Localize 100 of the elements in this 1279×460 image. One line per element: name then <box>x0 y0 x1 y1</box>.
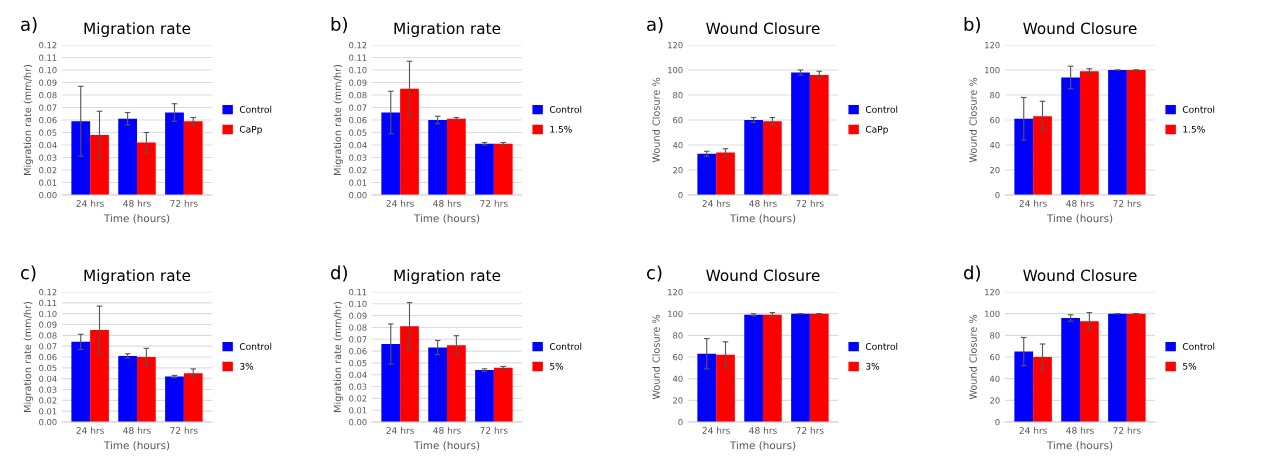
bar <box>183 373 203 422</box>
bar <box>716 354 735 422</box>
y-tick-label: 0.01 <box>39 408 57 415</box>
y-tick-label: 120 <box>985 288 1000 296</box>
legend-label: Control <box>549 342 582 350</box>
y-tick-label: 0.09 <box>349 79 367 86</box>
x-tick-label: 48 hrs <box>1066 426 1094 434</box>
text: d) <box>331 265 347 282</box>
bar <box>791 72 810 195</box>
legend-label: Control <box>549 105 582 113</box>
y-tick-label: 0.09 <box>349 312 367 319</box>
legend-label: Control <box>239 342 272 350</box>
y-tick-label: 0.08 <box>349 324 367 331</box>
x-tick-label: 48 hrs <box>123 426 151 434</box>
bar <box>137 357 156 422</box>
y-tick-label: 0.07 <box>349 104 367 111</box>
chart-title: Migration rate <box>84 22 191 38</box>
x-tick-label: 48 hrs <box>749 199 777 207</box>
legend-label: CaPp <box>865 125 888 135</box>
y-tick-label: 0.10 <box>39 310 57 317</box>
y-tick-label: 0.03 <box>349 154 367 161</box>
x-tick-label: 72 hrs <box>1113 199 1141 207</box>
bar <box>118 118 137 195</box>
y-tick-label: 0 <box>995 191 1000 199</box>
bar <box>90 329 109 422</box>
x-axis-title: Time (hours) <box>413 214 480 224</box>
y-tick-label: 0.07 <box>39 343 57 350</box>
y-tick-label: 0.00 <box>349 191 367 199</box>
y-axis-title: Wound Closure % <box>969 77 977 163</box>
x-tick-label: 24 hrs <box>702 199 730 207</box>
y-tick-label: 0.10 <box>349 300 367 308</box>
y-axis-title: Migration rate (mm/hr) <box>23 301 34 412</box>
bar <box>400 326 419 422</box>
y-tick-label: 0.11 <box>39 54 57 61</box>
legend-label: CaPp <box>239 125 262 135</box>
y-tick-label: 40 <box>989 141 1000 149</box>
y-tick-label: 0.02 <box>39 397 57 404</box>
x-tick-label: 24 hrs <box>1019 426 1047 434</box>
bar <box>1061 77 1080 195</box>
y-tick-label: 0.09 <box>39 79 57 86</box>
bar <box>493 367 513 422</box>
chart-title: Migration rate <box>394 22 501 38</box>
bar <box>381 112 401 195</box>
x-tick-label: 24 hrs <box>386 426 414 434</box>
bar <box>1080 321 1099 422</box>
x-tick-label: 48 hrs <box>433 199 461 207</box>
text: a) <box>647 17 663 34</box>
y-axis-title: Migration rate (mm/hr) <box>333 64 344 175</box>
x-axis-title: Time (hours) <box>413 441 480 451</box>
y-tick-label: 0.03 <box>349 383 367 390</box>
chart-title: Wound Closure <box>1023 269 1137 282</box>
y-tick-label: 100 <box>985 66 1000 74</box>
bar <box>1014 351 1034 422</box>
y-tick-label: 20 <box>673 166 683 174</box>
y-tick-label: 0.00 <box>39 191 57 199</box>
y-tick-label: 0.05 <box>349 129 367 136</box>
bar <box>475 370 494 422</box>
legend-label: 3% <box>240 362 254 370</box>
y-tick-label: 0.10 <box>349 66 367 74</box>
y-tick-label: 0.10 <box>39 66 57 74</box>
y-tick-label: 0.11 <box>349 288 367 296</box>
y-tick-label: 0.06 <box>349 348 367 355</box>
y-axis-title: Wound Closure % <box>969 314 977 400</box>
y-tick-label: 0.01 <box>39 179 57 186</box>
x-tick-label: 48 hrs <box>1066 199 1094 207</box>
bar <box>137 142 156 195</box>
bar <box>1126 70 1146 195</box>
y-tick-label: 0.06 <box>39 353 57 361</box>
y-axis-title: Migration rate (mm/hr) <box>23 64 34 175</box>
bar <box>90 135 109 195</box>
legend-label: Control <box>865 105 898 113</box>
y-tick-label: 0 <box>995 418 1000 426</box>
x-tick-label: 72 hrs <box>480 426 508 434</box>
bar <box>809 75 829 195</box>
bar <box>763 314 782 422</box>
text: b) <box>331 17 347 34</box>
chart-title: Wound Closure <box>706 269 820 282</box>
y-tick-label: 20 <box>673 397 683 404</box>
legend-label: Control <box>1182 342 1215 350</box>
bar <box>165 376 184 422</box>
y-tick-label: 120 <box>985 41 1000 49</box>
x-tick-label: 72 hrs <box>170 199 198 207</box>
y-tick-label: 120 <box>668 41 683 49</box>
bar <box>400 88 419 195</box>
bar <box>697 353 717 422</box>
text: c) <box>647 265 662 282</box>
y-tick-label: 100 <box>668 66 683 74</box>
y-tick-label: 120 <box>668 288 683 296</box>
bar <box>71 341 91 422</box>
y-tick-label: 0.03 <box>39 386 57 393</box>
y-tick-label: 20 <box>990 397 1000 404</box>
y-tick-label: 40 <box>672 141 683 149</box>
bar <box>809 313 829 422</box>
y-tick-label: 0.08 <box>39 91 57 99</box>
bar <box>183 121 203 195</box>
x-tick-label: 24 hrs <box>76 426 104 434</box>
chart-title: Wound Closure <box>1023 22 1137 35</box>
y-tick-label: 0.01 <box>349 179 367 186</box>
x-tick-label: 24 hrs <box>702 426 730 434</box>
y-tick-label: 20 <box>990 166 1000 174</box>
